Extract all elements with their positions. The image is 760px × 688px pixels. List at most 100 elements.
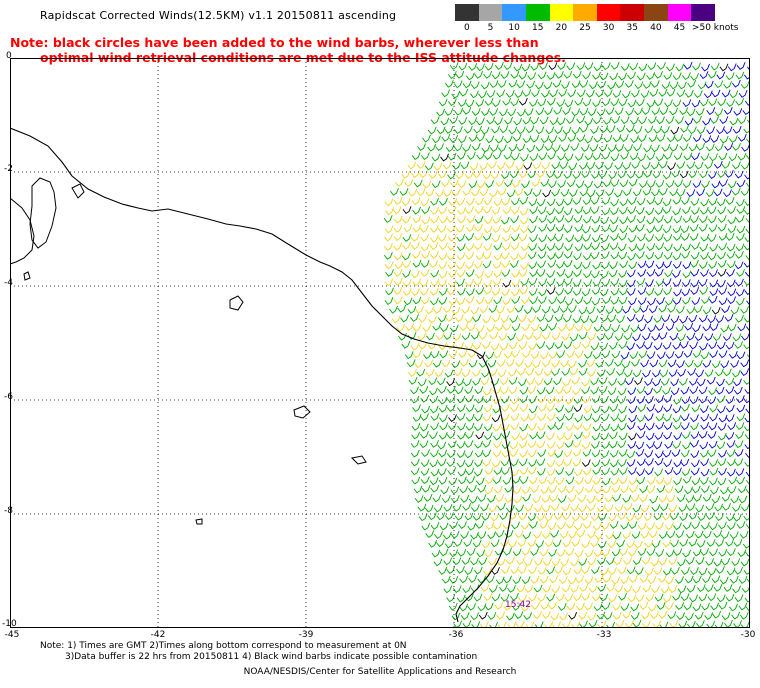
wind-barb	[696, 620, 705, 628]
wind-barb	[546, 403, 555, 412]
wind-barb	[556, 278, 565, 287]
wind-barb	[530, 134, 540, 143]
wind-barb	[491, 414, 501, 423]
wind-barb	[473, 277, 483, 286]
wind-barb	[393, 268, 403, 277]
wind-barb	[412, 324, 422, 332]
wind-barb	[482, 260, 492, 269]
wind-barb	[503, 350, 513, 359]
wind-barb	[543, 368, 553, 377]
wind-barb	[563, 259, 573, 268]
wind-barb	[470, 531, 479, 540]
wind-barb	[614, 333, 624, 341]
wind-barb	[538, 234, 548, 243]
wind-barb	[590, 251, 600, 260]
wind-barb	[501, 449, 511, 458]
wind-barb	[511, 269, 520, 278]
wind-barb	[628, 548, 637, 557]
wind-barb	[474, 232, 484, 241]
wind-barb	[442, 531, 452, 540]
wind-barb	[536, 269, 546, 278]
wind-barb	[497, 188, 507, 196]
wind-barb	[636, 396, 646, 404]
wind-barb	[637, 297, 647, 306]
wind-barb	[424, 162, 434, 171]
wind-barb	[706, 107, 716, 115]
wind-barb	[612, 531, 622, 540]
wind-barb	[412, 278, 422, 287]
wind-barb	[465, 404, 475, 413]
wind-barb	[625, 513, 635, 522]
wind-barb	[455, 378, 465, 387]
wind-barb	[475, 431, 485, 440]
wind-barb	[439, 197, 448, 206]
wind-barb	[434, 531, 443, 539]
wind-barb	[663, 459, 672, 468]
wind-barb	[605, 107, 615, 116]
wind-barb	[551, 332, 561, 341]
wind-barb	[393, 233, 403, 241]
wind-barb	[711, 495, 721, 504]
wind-barb	[545, 432, 555, 441]
wind-barb	[736, 269, 745, 277]
wind-barb	[557, 485, 567, 493]
wind-barb	[402, 288, 412, 296]
lat-label-4: -8	[4, 506, 13, 516]
wind-barb	[591, 459, 601, 468]
wind-barb	[691, 152, 700, 161]
wind-barb	[420, 268, 430, 277]
wind-barb	[515, 504, 525, 513]
wind-barb	[709, 243, 719, 252]
wind-barb	[587, 503, 596, 512]
wind-barb	[533, 332, 542, 341]
wind-barb	[575, 575, 584, 584]
wind-barb	[726, 449, 736, 458]
wind-barb	[463, 378, 472, 387]
wind-barb	[718, 152, 728, 161]
wind-barb	[590, 513, 600, 522]
wind-barb	[517, 539, 527, 547]
wind-barb	[716, 341, 726, 350]
wind-barb	[648, 530, 658, 539]
wind-barb	[523, 306, 533, 315]
wind-barb	[581, 441, 591, 450]
wind-barb	[527, 386, 537, 394]
wind-barb	[690, 450, 700, 459]
wind-barb	[541, 89, 550, 98]
wind-barb	[448, 297, 458, 306]
wind-barb	[715, 539, 725, 547]
wind-barb	[691, 297, 701, 306]
wind-barb	[449, 62, 459, 70]
wind-barb	[634, 512, 644, 521]
wind-barb	[641, 162, 651, 170]
wind-barb	[717, 268, 727, 277]
wind-barb	[579, 107, 589, 116]
wind-barb	[572, 70, 582, 79]
wind-barb	[627, 387, 637, 396]
wind-barb	[713, 558, 723, 567]
wind-barb	[704, 612, 714, 621]
wind-barb	[555, 441, 565, 450]
wind-barb	[554, 126, 563, 135]
wind-barb	[609, 242, 619, 251]
wind-barb	[601, 549, 611, 557]
wind-barb	[652, 170, 662, 179]
wind-barb	[694, 333, 704, 342]
wind-barb	[569, 333, 579, 342]
wind-barb	[723, 126, 733, 135]
wind-barb	[619, 260, 629, 269]
wind-barb	[438, 314, 447, 323]
wind-barb	[486, 90, 496, 98]
wind-barb	[547, 215, 556, 224]
wind-barb	[616, 315, 625, 324]
wind-barb	[465, 413, 475, 422]
wind-barb	[433, 558, 443, 567]
wind-barb	[716, 279, 726, 288]
wind-barb	[474, 404, 484, 413]
wind-barb	[664, 297, 674, 306]
wind-barb	[616, 124, 626, 133]
wind-barb	[511, 602, 521, 611]
wind-barb	[698, 386, 708, 395]
wind-barb	[673, 432, 683, 441]
wind-barb	[661, 126, 670, 134]
